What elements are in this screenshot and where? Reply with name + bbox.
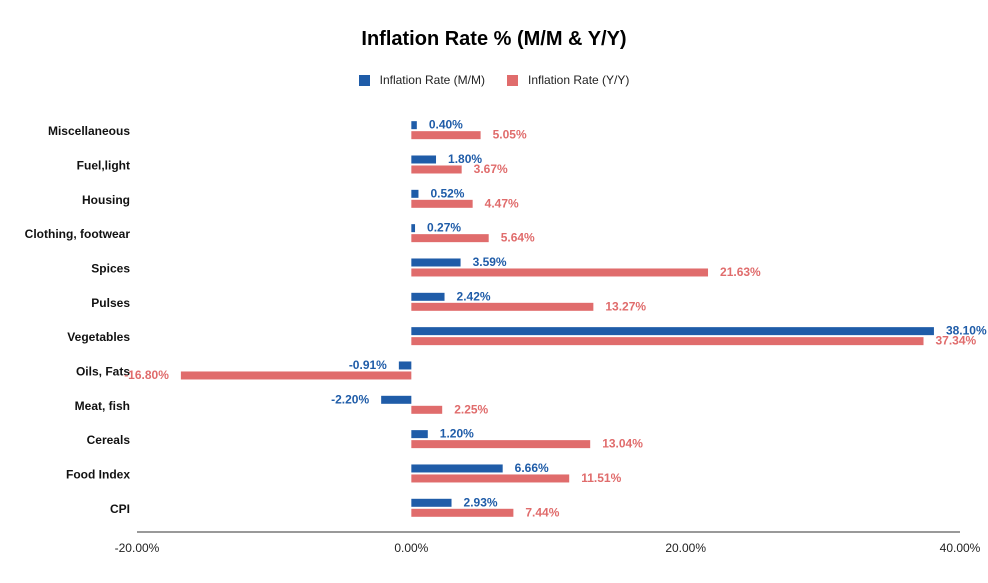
data-label-mm: 0.52%: [430, 186, 464, 200]
chart-title: Inflation Rate % (M/M & Y/Y): [361, 28, 627, 50]
data-label-mm: 2.93%: [464, 495, 498, 509]
category-label: Clothing, footwear: [25, 227, 131, 241]
bar-yy: [411, 508, 514, 517]
data-label-mm: 6.66%: [515, 461, 549, 475]
x-tick-label: 20.00%: [665, 541, 706, 555]
data-label-yy: 3.67%: [474, 162, 508, 176]
data-label-mm: 3.59%: [473, 255, 507, 269]
bar-mm: [411, 121, 417, 130]
data-label-yy: 5.64%: [501, 231, 535, 245]
bar-mm: [411, 327, 934, 336]
category-label: Housing: [82, 193, 130, 207]
legend-swatch-mm: [358, 74, 370, 86]
bar-mm: [381, 395, 412, 404]
category-label: CPI: [110, 502, 130, 516]
bar-yy: [411, 199, 473, 208]
data-label-yy: 11.51%: [581, 471, 621, 485]
data-label-mm: 1.20%: [440, 427, 474, 441]
bar-yy: [180, 371, 412, 380]
legend-item-mm: Inflation Rate (M/M): [358, 73, 485, 87]
legend-item-yy: Inflation Rate (Y/Y): [506, 73, 630, 87]
data-label-mm: -0.91%: [349, 358, 387, 372]
category-label: Oils, Fats: [76, 364, 130, 378]
data-label-yy: 7.44%: [525, 505, 559, 519]
data-label-mm: 2.42%: [457, 289, 491, 303]
data-label-yy: -16.80%: [124, 368, 169, 382]
bar-mm: [411, 224, 416, 233]
data-label-yy: 37.34%: [936, 334, 977, 348]
data-label-mm: 38.10%: [946, 324, 987, 338]
category-label: Vegetables: [67, 330, 130, 344]
bar-yy: [411, 474, 570, 483]
data-label-yy: 21.63%: [720, 265, 761, 279]
bar-yy: [411, 302, 594, 311]
data-label-yy: 13.04%: [602, 437, 643, 451]
data-label-mm: -2.20%: [331, 392, 369, 406]
category-label: Meat, fish: [75, 399, 130, 413]
legend-label-mm: Inflation Rate (M/M): [379, 73, 485, 87]
x-tick-label: 40.00%: [940, 541, 981, 555]
bar-mm: [411, 292, 445, 301]
data-label-mm: 0.27%: [427, 221, 461, 235]
legend-label-yy: Inflation Rate (Y/Y): [527, 73, 630, 87]
category-label: Fuel,light: [77, 158, 130, 172]
category-label: Food Index: [66, 467, 130, 481]
bar-mm: [411, 189, 419, 198]
data-label-yy: 5.05%: [493, 128, 527, 142]
bar-mm: [411, 155, 437, 164]
legend-swatch-yy: [506, 74, 518, 86]
category-label: Spices: [91, 261, 130, 275]
bar-mm: [411, 430, 428, 439]
bar-yy: [411, 165, 462, 174]
category-label: Miscellaneous: [48, 124, 130, 138]
bar-mm: [398, 361, 412, 370]
category-label: Pulses: [91, 296, 130, 310]
x-tick-label: 0.00%: [394, 541, 428, 555]
data-label-mm: 0.40%: [429, 118, 463, 132]
data-label-yy: 4.47%: [485, 196, 519, 210]
bar-mm: [411, 258, 461, 267]
bar-mm: [411, 464, 503, 473]
bar-mm: [411, 498, 452, 507]
x-tick-label: -20.00%: [115, 541, 160, 555]
bar-yy: [411, 268, 709, 277]
legend: Inflation Rate (M/M) Inflation Rate (Y/Y…: [0, 73, 988, 87]
data-label-yy: 2.25%: [454, 402, 488, 416]
category-label: Cereals: [87, 433, 131, 447]
data-label-mm: 1.80%: [448, 152, 482, 166]
data-label-yy: 13.27%: [605, 299, 646, 313]
bar-yy: [411, 405, 443, 414]
bar-yy: [411, 440, 591, 449]
bar-yy: [411, 337, 924, 346]
bar-yy: [411, 131, 481, 140]
bar-yy: [411, 234, 489, 243]
